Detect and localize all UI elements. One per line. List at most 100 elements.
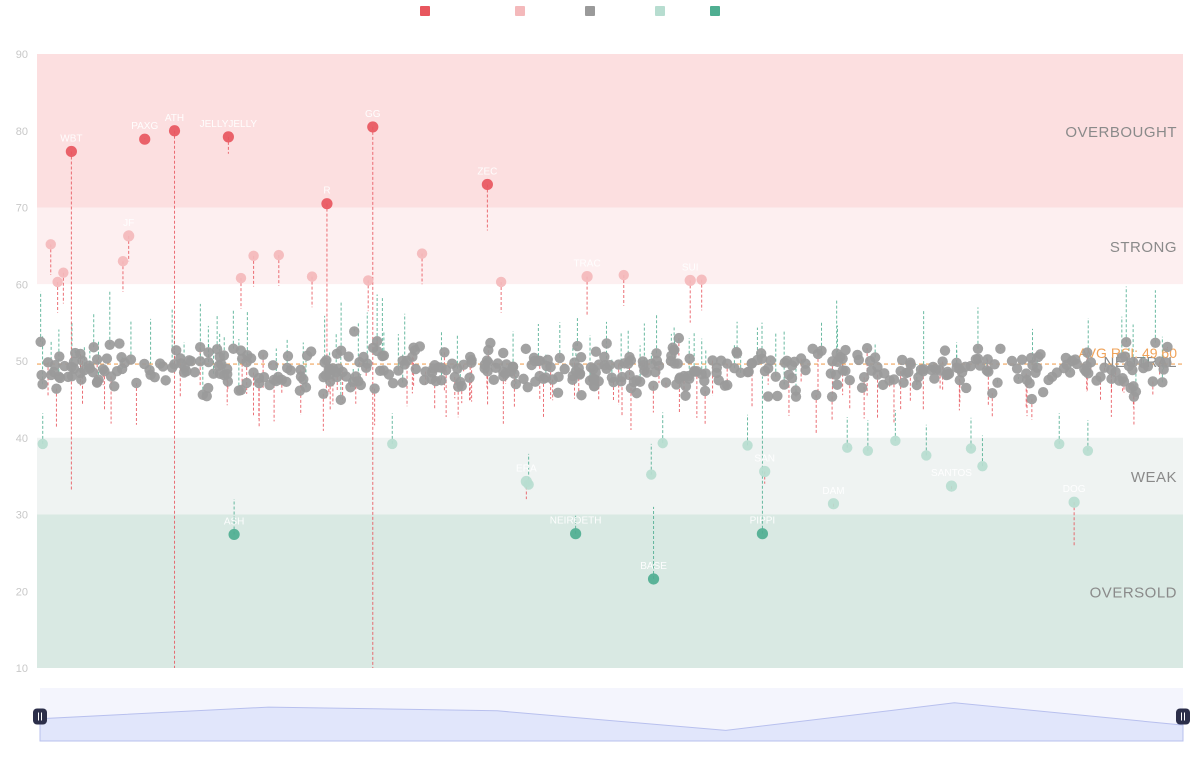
neutral-coin-point[interactable] (1024, 378, 1035, 389)
neutral-coin-point[interactable] (358, 351, 369, 363)
neutral-coin-point[interactable] (349, 326, 360, 337)
neutral-coin-point[interactable] (731, 348, 743, 359)
neutral-coin-point[interactable] (518, 373, 529, 385)
coin-point-r[interactable] (321, 198, 333, 210)
coin-point[interactable] (657, 437, 668, 449)
coin-point[interactable] (362, 275, 374, 286)
neutral-coin-point[interactable] (989, 359, 1000, 370)
coin-point-wbt[interactable] (65, 145, 77, 158)
neutral-coin-point[interactable] (131, 377, 142, 389)
neutral-coin-point[interactable] (458, 359, 469, 370)
coin-point[interactable] (58, 267, 69, 278)
neutral-coin-point[interactable] (772, 390, 783, 402)
neutral-coin-point[interactable] (166, 362, 178, 373)
neutral-coin-point[interactable] (383, 369, 395, 380)
neutral-coin-point[interactable] (783, 369, 795, 381)
neutral-coin-point[interactable] (1147, 376, 1159, 387)
neutral-coin-point[interactable] (1157, 377, 1168, 388)
coin-point[interactable] (416, 248, 428, 259)
neutral-coin-point[interactable] (345, 382, 356, 393)
neutral-coin-point[interactable] (628, 376, 640, 388)
neutral-coin-point[interactable] (70, 347, 81, 359)
legend-swatch[interactable] (420, 6, 430, 16)
neutral-coin-point[interactable] (895, 365, 906, 377)
neutral-coin-point[interactable] (241, 377, 252, 389)
coin-point-dam[interactable] (827, 498, 840, 510)
neutral-coin-point[interactable] (203, 356, 214, 368)
neutral-coin-point[interactable] (401, 355, 413, 366)
neutral-coin-point[interactable] (995, 343, 1006, 355)
neutral-coin-point[interactable] (1162, 341, 1173, 353)
neutral-coin-point[interactable] (522, 381, 533, 393)
neutral-coin-point[interactable] (369, 383, 380, 394)
coin-point[interactable] (618, 269, 629, 281)
neutral-coin-point[interactable] (672, 358, 683, 369)
neutral-coin-point[interactable] (587, 373, 599, 384)
neutral-coin-point[interactable] (446, 358, 458, 369)
neutral-coin-point[interactable] (770, 371, 781, 382)
neutral-coin-point[interactable] (51, 383, 62, 394)
coin-point[interactable] (890, 435, 901, 447)
neutral-coin-point[interactable] (360, 362, 372, 374)
coin-point-base[interactable] (647, 573, 660, 585)
neutral-coin-point[interactable] (606, 372, 618, 383)
neutral-coin-point[interactable] (189, 367, 201, 378)
neutral-coin-point[interactable] (66, 361, 77, 373)
neutral-coin-point[interactable] (960, 361, 971, 373)
neutral-coin-point[interactable] (367, 342, 379, 354)
neutral-coin-point[interactable] (498, 347, 509, 359)
neutral-coin-point[interactable] (903, 367, 914, 378)
coin-point-pippi[interactable] (756, 528, 769, 540)
coin-point[interactable] (235, 272, 247, 284)
neutral-coin-point[interactable] (545, 361, 556, 373)
neutral-coin-point[interactable] (673, 332, 685, 344)
neutral-coin-point[interactable] (37, 379, 48, 390)
neutral-coin-point[interactable] (722, 379, 733, 391)
neutral-coin-point[interactable] (1061, 359, 1073, 371)
neutral-coin-point[interactable] (194, 341, 206, 353)
neutral-coin-point[interactable] (861, 342, 873, 354)
neutral-coin-point[interactable] (755, 348, 767, 359)
neutral-coin-point[interactable] (713, 375, 724, 386)
neutral-coin-point[interactable] (426, 373, 437, 385)
coin-point-jf[interactable] (123, 230, 135, 242)
neutral-coin-point[interactable] (762, 391, 774, 402)
neutral-coin-point[interactable] (599, 351, 610, 363)
neutral-coin-point[interactable] (554, 352, 565, 364)
neutral-coin-point[interactable] (91, 354, 103, 365)
neutral-coin-point[interactable] (35, 336, 46, 348)
neutral-coin-point[interactable] (1030, 367, 1041, 378)
neutral-coin-point[interactable] (77, 355, 88, 366)
neutral-coin-point[interactable] (913, 372, 924, 383)
coin-point-ath[interactable] (168, 125, 181, 137)
coin-point[interactable] (977, 460, 988, 472)
neutral-coin-point[interactable] (639, 365, 650, 376)
neutral-coin-point[interactable] (699, 385, 711, 397)
neutral-coin-point[interactable] (54, 351, 65, 362)
neutral-coin-point[interactable] (219, 369, 230, 381)
neutral-coin-point[interactable] (116, 352, 127, 363)
coin-point[interactable] (117, 256, 129, 267)
neutral-coin-point[interactable] (436, 362, 447, 373)
neutral-coin-point[interactable] (1085, 357, 1097, 368)
neutral-coin-point[interactable] (707, 355, 718, 366)
neutral-coin-point[interactable] (832, 379, 843, 390)
neutral-coin-point[interactable] (353, 376, 364, 387)
neutral-coin-point[interactable] (488, 374, 499, 385)
neutral-coin-point[interactable] (816, 345, 827, 357)
neutral-coin-point[interactable] (743, 366, 754, 378)
neutral-coin-point[interactable] (790, 391, 802, 402)
neutral-coin-point[interactable] (937, 356, 948, 367)
neutral-coin-point[interactable] (109, 381, 120, 392)
neutral-coin-point[interactable] (826, 391, 838, 402)
neutral-coin-point[interactable] (176, 358, 187, 369)
neutral-coin-point[interactable] (844, 374, 855, 386)
coin-point[interactable] (45, 239, 56, 250)
coin-point[interactable] (742, 440, 753, 451)
neutral-coin-point[interactable] (601, 338, 612, 349)
neutral-coin-point[interactable] (335, 394, 347, 406)
neutral-coin-point[interactable] (974, 360, 986, 371)
coin-point-neiroeth[interactable] (570, 528, 582, 540)
neutral-coin-point[interactable] (125, 354, 137, 365)
neutral-coin-point[interactable] (1083, 368, 1094, 379)
